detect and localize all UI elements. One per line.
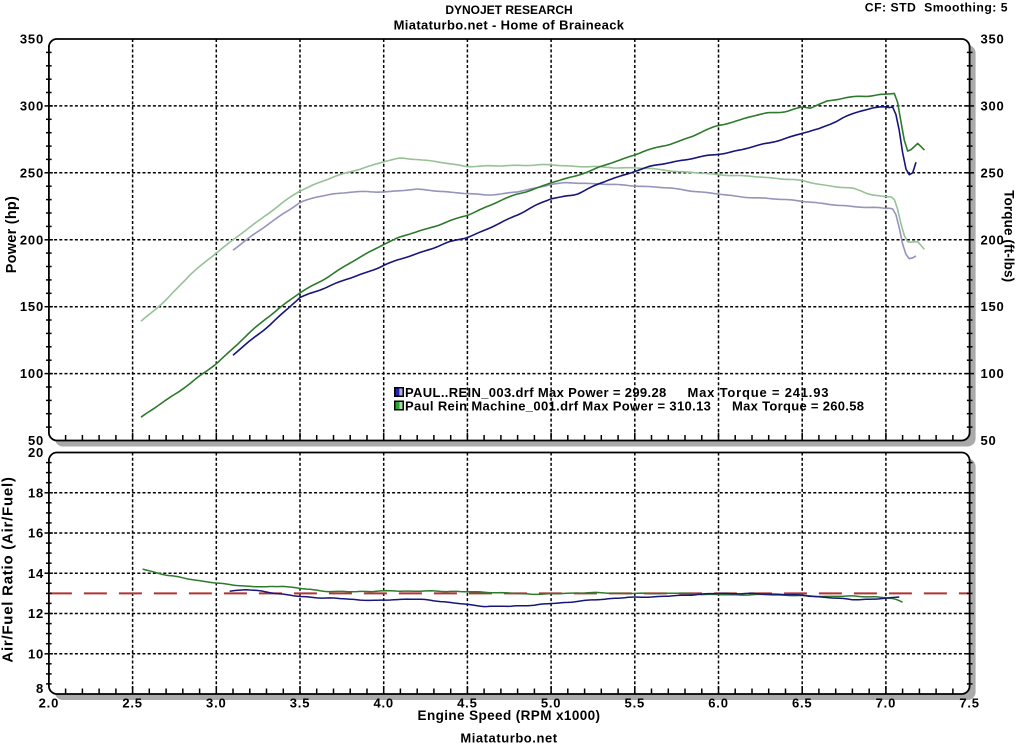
svg-text:250: 250 <box>20 165 44 180</box>
svg-text:3.0: 3.0 <box>206 696 226 711</box>
svg-text:Miataturbo.net - Home of Brain: Miataturbo.net - Home of Braineack <box>394 18 625 33</box>
svg-text:150: 150 <box>20 299 44 314</box>
svg-text:350: 350 <box>20 32 44 47</box>
svg-text:7.0: 7.0 <box>876 696 896 711</box>
svg-text:Paul Rein Machine_001.drf Max: Paul Rein Machine_001.drf Max Power = 31… <box>405 399 711 414</box>
svg-text:200: 200 <box>20 232 44 247</box>
svg-text:CF: STD Smoothing: 5: CF: STD Smoothing: 5 <box>865 1 1008 15</box>
svg-text:5.5: 5.5 <box>625 696 645 711</box>
svg-text:100: 100 <box>981 366 1005 381</box>
svg-text:Air/Fuel Ratio (Air/Fuel): Air/Fuel Ratio (Air/Fuel) <box>0 476 16 662</box>
svg-text:PAUL..REIN_003.drf Max Power =: PAUL..REIN_003.drf Max Power = 299.28 <box>405 385 667 400</box>
svg-text:300: 300 <box>20 98 44 113</box>
svg-text:250: 250 <box>981 165 1005 180</box>
svg-text:100: 100 <box>20 366 44 381</box>
svg-text:6.0: 6.0 <box>708 696 728 711</box>
svg-text:4.0: 4.0 <box>373 696 393 711</box>
svg-text:6.5: 6.5 <box>792 696 812 711</box>
svg-text:2.5: 2.5 <box>122 696 142 711</box>
svg-text:Max Torque = 241.93: Max Torque = 241.93 <box>688 385 830 400</box>
svg-text:Engine Speed (RPM x1000): Engine Speed (RPM x1000) <box>418 708 601 723</box>
svg-text:3.5: 3.5 <box>290 696 310 711</box>
svg-text:18: 18 <box>28 485 44 500</box>
svg-text:Miataturbo.net: Miataturbo.net <box>460 730 557 745</box>
svg-text:8: 8 <box>36 681 44 696</box>
svg-text:200: 200 <box>981 232 1005 247</box>
svg-text:Power (hp): Power (hp) <box>4 196 20 273</box>
svg-text:20: 20 <box>28 445 44 460</box>
svg-text:7.5: 7.5 <box>959 696 979 711</box>
svg-text:10: 10 <box>28 646 44 661</box>
svg-text:4.5: 4.5 <box>457 696 477 711</box>
svg-text:Torque (ft-lbs): Torque (ft-lbs) <box>1002 190 1017 282</box>
svg-text:50: 50 <box>28 433 44 448</box>
svg-text:Max Torque = 260.58: Max Torque = 260.58 <box>732 399 864 414</box>
svg-text:50: 50 <box>981 433 997 448</box>
svg-text:16: 16 <box>28 526 44 541</box>
svg-text:350: 350 <box>981 32 1005 47</box>
svg-text:150: 150 <box>981 299 1005 314</box>
svg-text:300: 300 <box>981 98 1005 113</box>
svg-text:2.0: 2.0 <box>39 696 59 711</box>
svg-text:12: 12 <box>28 606 44 621</box>
svg-text:14: 14 <box>28 566 44 581</box>
svg-text:5.0: 5.0 <box>541 696 561 711</box>
svg-text:DYNOJET RESEARCH: DYNOJET RESEARCH <box>445 3 572 17</box>
